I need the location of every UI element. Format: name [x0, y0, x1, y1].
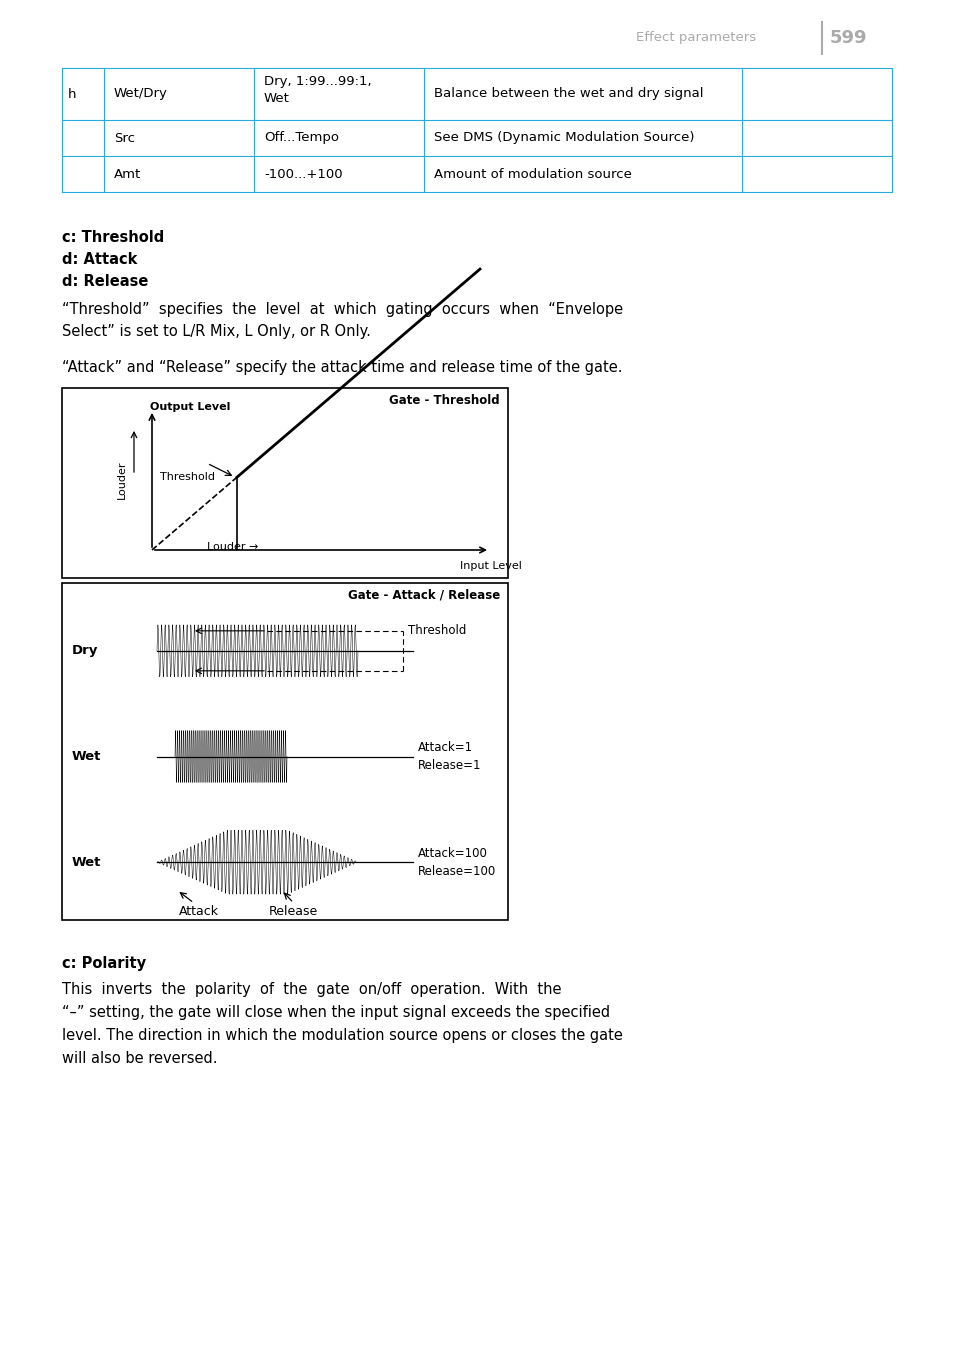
Text: Balance between the wet and dry signal: Balance between the wet and dry signal [434, 88, 702, 100]
Text: Gate - Attack / Release: Gate - Attack / Release [348, 589, 499, 601]
Text: Threshold: Threshold [408, 624, 466, 638]
FancyBboxPatch shape [62, 389, 507, 578]
Text: Amount of modulation source: Amount of modulation source [434, 168, 631, 180]
Text: Input Level: Input Level [459, 561, 521, 571]
Text: Dry, 1:99...99:1,: Dry, 1:99...99:1, [264, 76, 372, 88]
Text: Release=1: Release=1 [417, 760, 481, 772]
FancyBboxPatch shape [62, 584, 507, 919]
Text: Output Level: Output Level [150, 402, 230, 412]
Text: Amt: Amt [113, 168, 141, 180]
Text: “Attack” and “Release” specify the attack time and release time of the gate.: “Attack” and “Release” specify the attac… [62, 360, 622, 375]
Text: Wet: Wet [71, 750, 101, 764]
Text: c: Threshold: c: Threshold [62, 230, 164, 245]
Text: Attack=100: Attack=100 [417, 846, 487, 860]
Text: will also be reversed.: will also be reversed. [62, 1051, 217, 1066]
Text: c: Polarity: c: Polarity [62, 956, 146, 971]
Text: Gate - Threshold: Gate - Threshold [389, 394, 499, 406]
Text: Attack: Attack [179, 904, 219, 918]
Text: Effect parameters: Effect parameters [636, 31, 756, 45]
Text: Wet: Wet [71, 856, 101, 869]
Text: h: h [68, 88, 76, 100]
Text: -100...+100: -100...+100 [264, 168, 342, 180]
Text: Threshold: Threshold [160, 473, 214, 482]
Text: Off...Tempo: Off...Tempo [264, 131, 338, 145]
Text: Attack=1: Attack=1 [417, 741, 473, 754]
Text: Wet: Wet [264, 92, 290, 104]
Text: Select” is set to L/R Mix, L Only, or R Only.: Select” is set to L/R Mix, L Only, or R … [62, 324, 371, 338]
Text: Louder →: Louder → [207, 542, 258, 552]
Text: Release=100: Release=100 [417, 865, 496, 877]
Text: Wet/Dry: Wet/Dry [113, 88, 168, 100]
Text: Louder: Louder [117, 460, 127, 500]
Text: Src: Src [113, 131, 135, 145]
Text: Dry: Dry [71, 645, 98, 657]
Text: level. The direction in which the modulation source opens or closes the gate: level. The direction in which the modula… [62, 1028, 622, 1043]
Text: “–” setting, the gate will close when the input signal exceeds the specified: “–” setting, the gate will close when th… [62, 1005, 610, 1020]
Text: Release: Release [269, 904, 318, 918]
Text: d: Attack: d: Attack [62, 252, 137, 267]
Text: d: Release: d: Release [62, 274, 149, 288]
Text: 599: 599 [829, 28, 866, 47]
Text: This  inverts  the  polarity  of  the  gate  on/off  operation.  With  the: This inverts the polarity of the gate on… [62, 982, 561, 997]
Text: See DMS (Dynamic Modulation Source): See DMS (Dynamic Modulation Source) [434, 131, 694, 145]
Text: “Threshold”  specifies  the  level  at  which  gating  occurs  when  “Envelope: “Threshold” specifies the level at which… [62, 302, 622, 317]
